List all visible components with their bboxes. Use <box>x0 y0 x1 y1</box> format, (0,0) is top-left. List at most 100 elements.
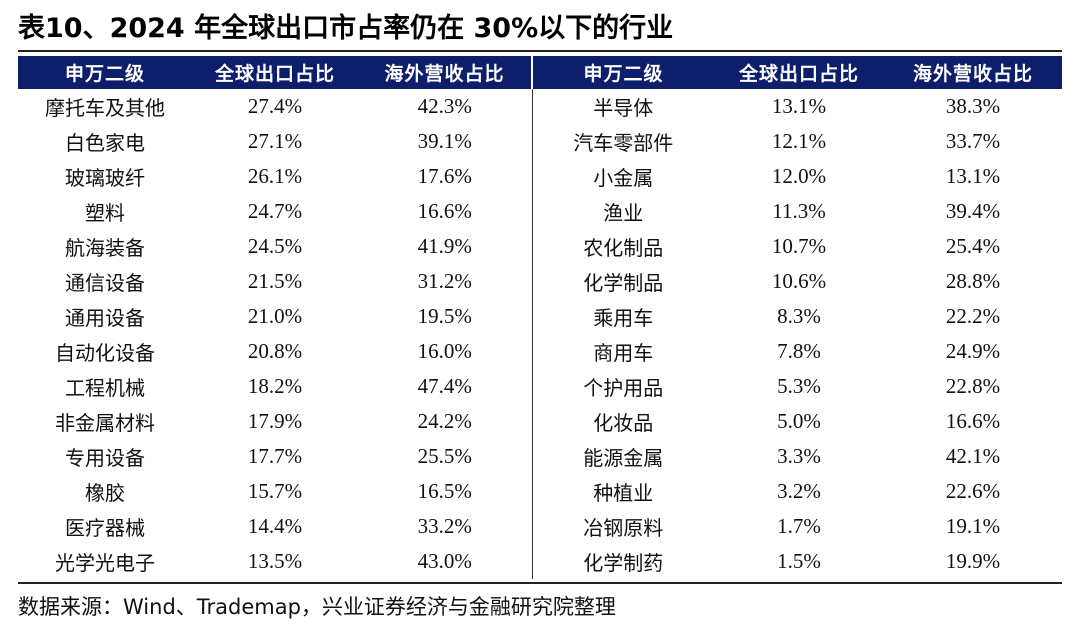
cell-export-share-left: 24.7% <box>247 199 303 223</box>
cell-export-share-right: 13.1% <box>771 94 827 118</box>
column-header-export-share-left: 全球出口占比 <box>214 63 335 85</box>
cell-overseas-revenue-right: 22.6% <box>945 479 1001 503</box>
cell-overseas-revenue-left: 31.2% <box>417 269 472 293</box>
cell-export-share-right: 1.7% <box>777 514 821 538</box>
cell-industry-left: 工程机械 <box>65 376 145 400</box>
cell-industry-left: 医疗器械 <box>65 516 145 540</box>
cell-industry-right: 种植业 <box>531 474 714 509</box>
cell-overseas-revenue-right: 25.4% <box>945 234 1001 258</box>
cell-export-share-right: 12.0% <box>771 164 827 188</box>
cell-industry-left: 航海装备 <box>65 236 145 260</box>
cell-industry-left: 通信设备 <box>65 271 145 295</box>
cell-export-share-right: 3.2% <box>777 479 821 503</box>
cell-export-share-right: 12.1% <box>771 129 827 153</box>
cell-overseas-revenue-left: 39.1% <box>417 129 472 153</box>
cell-overseas-revenue-right: 22.2% <box>945 304 1001 328</box>
cell-overseas-revenue-left: 19.5% <box>417 304 472 328</box>
data-table-container: 申万二级 全球出口占比 海外营收占比 申万二级 全球出口占比 海外营收占比 摩托… <box>18 56 1062 580</box>
cell-industry-left: 光学光电子 <box>55 551 155 575</box>
table-row: 自动化设备 20.8% 16.0% 商用车 7.8% 24.9% <box>18 334 1062 369</box>
cell-export-share-left: 15.7% <box>247 479 303 503</box>
table-row: 通信设备 21.5% 31.2% 化学制品 10.6% 28.8% <box>18 264 1062 299</box>
cell-industry-left: 自动化设备 <box>55 341 155 365</box>
table-header-row: 申万二级 全球出口占比 海外营收占比 申万二级 全球出口占比 海外营收占比 <box>18 56 1062 89</box>
table-row: 塑料 24.7% 16.6% 渔业 11.3% 39.4% <box>18 194 1062 229</box>
cell-export-share-left: 21.5% <box>247 269 303 293</box>
cell-overseas-revenue-right: 22.8% <box>945 374 1001 398</box>
cell-export-share-right: 10.6% <box>771 269 827 293</box>
cell-export-share-right: 5.0% <box>777 409 821 433</box>
cell-overseas-revenue-left: 17.6% <box>417 164 472 188</box>
bottom-rule <box>18 582 1062 584</box>
cell-overseas-revenue-right: 39.4% <box>945 199 1001 223</box>
column-header-export-share-right: 全球出口占比 <box>738 63 859 85</box>
cell-industry-left: 摩托车及其他 <box>45 96 165 120</box>
cell-export-share-left: 18.2% <box>247 374 303 398</box>
cell-export-share-right: 10.7% <box>771 234 827 258</box>
table-row: 摩托车及其他 27.4% 42.3% 半导体 13.1% 38.3% <box>18 89 1062 124</box>
cell-industry-left: 专用设备 <box>65 446 145 470</box>
cell-export-share-left: 21.0% <box>247 304 303 328</box>
table-row: 玻璃玻纤 26.1% 17.6% 小金属 12.0% 13.1% <box>18 159 1062 194</box>
cell-industry-right: 小金属 <box>531 159 714 194</box>
table-body: 摩托车及其他 27.4% 42.3% 半导体 13.1% 38.3% 白色家电 27.1% 39… <box>18 89 1062 579</box>
cell-industry-right: 汽车零部件 <box>531 124 714 159</box>
cell-export-share-right: 7.8% <box>777 339 821 363</box>
cell-industry-right: 商用车 <box>531 334 714 369</box>
cell-overseas-revenue-left: 42.3% <box>417 94 472 118</box>
cell-export-share-right: 5.3% <box>777 374 821 398</box>
cell-export-share-left: 14.4% <box>247 514 303 538</box>
source-note: 数据来源：Wind、Trademap，兴业证券经济与金融研究院整理 <box>18 595 616 619</box>
cell-export-share-left: 24.5% <box>247 234 303 258</box>
table-row: 医疗器械 14.4% 33.2% 冶钢原料 1.7% 19.1% <box>18 509 1062 544</box>
cell-overseas-revenue-left: 41.9% <box>417 234 472 258</box>
table-row: 橡胶 15.7% 16.5% 种植业 3.2% 22.6% <box>18 474 1062 509</box>
cell-overseas-revenue-right: 38.3% <box>945 94 1001 118</box>
cell-industry-right: 乘用车 <box>531 299 714 334</box>
column-header-overseas-revenue-right: 海外营收占比 <box>912 63 1033 85</box>
cell-overseas-revenue-right: 19.9% <box>945 549 1001 573</box>
cell-industry-right: 冶钢原料 <box>531 509 714 544</box>
column-header-industry-right: 申万二级 <box>531 56 714 89</box>
cell-overseas-revenue-left: 16.0% <box>417 339 472 363</box>
cell-overseas-revenue-left: 47.4% <box>417 374 472 398</box>
cell-export-share-left: 13.5% <box>247 549 303 573</box>
cell-export-share-right: 3.3% <box>777 444 821 468</box>
column-header-industry-left: 申万二级 <box>64 63 145 85</box>
cell-overseas-revenue-left: 16.6% <box>417 199 472 223</box>
cell-industry-left: 玻璃玻纤 <box>65 166 145 190</box>
cell-industry-right: 农化制品 <box>531 229 714 264</box>
cell-export-share-left: 20.8% <box>247 339 303 363</box>
cell-industry-right: 能源金属 <box>531 439 714 474</box>
cell-overseas-revenue-right: 13.1% <box>945 164 1001 188</box>
cell-industry-right: 个护用品 <box>531 369 714 404</box>
cell-overseas-revenue-left: 43.0% <box>417 549 472 573</box>
cell-industry-right: 化学制品 <box>531 264 714 299</box>
cell-industry-left: 橡胶 <box>85 481 125 505</box>
cell-export-share-left: 17.9% <box>247 409 303 433</box>
cell-export-share-right: 8.3% <box>777 304 821 328</box>
cell-industry-right: 化妆品 <box>531 404 714 439</box>
cell-overseas-revenue-right: 28.8% <box>945 269 1001 293</box>
cell-industry-left: 塑料 <box>85 201 125 225</box>
table-row: 航海装备 24.5% 41.9% 农化制品 10.7% 25.4% <box>18 229 1062 264</box>
cell-industry-left: 非金属材料 <box>55 411 155 435</box>
table-row: 非金属材料 17.9% 24.2% 化妆品 5.0% 16.6% <box>18 404 1062 439</box>
table-row: 专用设备 17.7% 25.5% 能源金属 3.3% 42.1% <box>18 439 1062 474</box>
cell-industry-left: 白色家电 <box>65 131 145 155</box>
cell-overseas-revenue-left: 33.2% <box>417 514 472 538</box>
cell-overseas-revenue-right: 33.7% <box>945 129 1001 153</box>
cell-export-share-right: 1.5% <box>777 549 821 573</box>
cell-industry-right: 渔业 <box>531 194 714 229</box>
cell-overseas-revenue-right: 16.6% <box>945 409 1001 433</box>
table-row: 光学光电子 13.5% 43.0% 化学制药 1.5% 19.9% <box>18 544 1062 579</box>
table-row: 工程机械 18.2% 47.4% 个护用品 5.3% 22.8% <box>18 369 1062 404</box>
cell-overseas-revenue-right: 42.1% <box>945 444 1001 468</box>
column-header-overseas-revenue-left: 海外营收占比 <box>384 63 505 85</box>
cell-industry-left: 通用设备 <box>65 306 145 330</box>
cell-export-share-left: 27.4% <box>247 94 303 118</box>
cell-overseas-revenue-left: 16.5% <box>417 479 472 503</box>
top-rule <box>18 50 1062 52</box>
cell-export-share-right: 11.3% <box>772 199 826 223</box>
cell-overseas-revenue-left: 25.5% <box>417 444 472 468</box>
